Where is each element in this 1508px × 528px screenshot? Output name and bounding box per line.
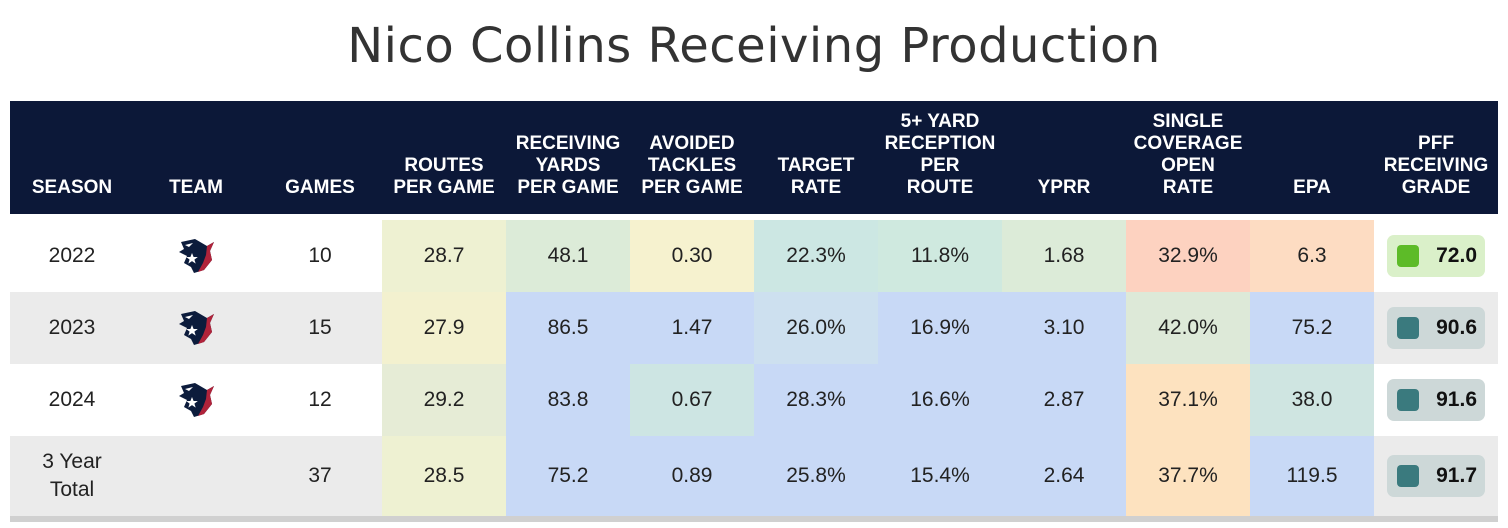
season-cell: 2024 xyxy=(10,364,134,436)
team-cell xyxy=(134,292,258,364)
header-avoided-tackles-per-game: AVOIDED TACKLES PER GAME xyxy=(630,101,754,217)
table-row: 2023 15 27.9 86.5 1.47 26.0% 16.9% 3.10 42.0% 75.… xyxy=(10,292,1498,364)
receiving-yards-per-game-cell: 75.2 xyxy=(506,436,630,516)
header-games: GAMES xyxy=(258,101,382,217)
yprr-cell: 2.87 xyxy=(1002,364,1126,436)
receiving-stats-table: SEASON TEAM GAMES ROUTES PER GAME RECEIV… xyxy=(10,101,1498,516)
header-pff-receiving-grade: PFF RECEIVING GRADE xyxy=(1374,101,1498,217)
header-yprr: YPRR xyxy=(1002,101,1126,217)
houston-texans-logo-icon xyxy=(179,311,214,345)
houston-texans-logo-icon xyxy=(179,239,214,273)
routes-per-game-cell: 28.5 xyxy=(382,436,506,516)
receiving-yards-per-game-cell: 48.1 xyxy=(506,217,630,292)
season-cell: 2022 xyxy=(10,217,134,292)
grade-badge: 72.0 xyxy=(1387,235,1485,277)
routes-per-game-cell: 28.7 xyxy=(382,217,506,292)
epa-cell: 119.5 xyxy=(1250,436,1374,516)
target-rate-cell: 28.3% xyxy=(754,364,878,436)
season-cell: 3 Year Total xyxy=(10,436,134,516)
header-epa: EPA xyxy=(1250,101,1374,217)
page-title: Nico Collins Receiving Production xyxy=(347,18,1161,74)
grade-color-square-icon xyxy=(1397,245,1419,267)
five-yard-reception-per-route-cell: 15.4% xyxy=(878,436,1002,516)
receiving-yards-per-game-cell: 86.5 xyxy=(506,292,630,364)
pff-grade-cell: 90.6 xyxy=(1374,292,1498,364)
epa-cell: 6.3 xyxy=(1250,217,1374,292)
pff-grade-cell: 72.0 xyxy=(1374,217,1498,292)
yprr-cell: 3.10 xyxy=(1002,292,1126,364)
avoided-tackles-per-game-cell: 1.47 xyxy=(630,292,754,364)
header-row: SEASON TEAM GAMES ROUTES PER GAME RECEIV… xyxy=(10,101,1498,217)
header-receiving-yards-per-game: RECEIVING YARDS PER GAME xyxy=(506,101,630,217)
five-yard-reception-per-route-cell: 16.6% xyxy=(878,364,1002,436)
avoided-tackles-per-game-cell: 0.89 xyxy=(630,436,754,516)
avoided-tackles-per-game-cell: 0.67 xyxy=(630,364,754,436)
team-cell xyxy=(134,217,258,292)
epa-cell: 75.2 xyxy=(1250,292,1374,364)
grade-color-square-icon xyxy=(1397,317,1419,339)
five-yard-reception-per-route-cell: 16.9% xyxy=(878,292,1002,364)
table-row: 3 Year Total 37 28.5 75.2 0.89 25.8% 15.4% 2.64… xyxy=(10,436,1498,516)
grade-value: 72.0 xyxy=(1436,244,1477,267)
games-cell: 12 xyxy=(258,364,382,436)
grade-badge: 91.6 xyxy=(1387,379,1485,421)
grade-value: 91.6 xyxy=(1436,388,1477,411)
header-single-coverage-open-rate: SINGLE COVERAGE OPEN RATE xyxy=(1126,101,1250,217)
games-cell: 15 xyxy=(258,292,382,364)
target-rate-cell: 22.3% xyxy=(754,217,878,292)
games-cell: 10 xyxy=(258,217,382,292)
routes-per-game-cell: 29.2 xyxy=(382,364,506,436)
target-rate-cell: 26.0% xyxy=(754,292,878,364)
single-coverage-open-rate-cell: 37.1% xyxy=(1126,364,1250,436)
grade-badge: 90.6 xyxy=(1387,307,1485,349)
target-rate-cell: 25.8% xyxy=(754,436,878,516)
grade-color-square-icon xyxy=(1397,389,1419,411)
team-cell xyxy=(134,436,258,516)
header-season: SEASON xyxy=(10,101,134,217)
header-routes-per-game: ROUTES PER GAME xyxy=(382,101,506,217)
games-cell: 37 xyxy=(258,436,382,516)
receiving-yards-per-game-cell: 83.8 xyxy=(506,364,630,436)
grade-color-square-icon xyxy=(1397,465,1419,487)
single-coverage-open-rate-cell: 32.9% xyxy=(1126,217,1250,292)
single-coverage-open-rate-cell: 42.0% xyxy=(1126,292,1250,364)
pff-grade-cell: 91.6 xyxy=(1374,364,1498,436)
table-row: 2024 12 29.2 83.8 0.67 28.3% 16.6% 2.87 37.1% 38.… xyxy=(10,364,1498,436)
houston-texans-logo-icon xyxy=(179,383,214,417)
grade-value: 90.6 xyxy=(1436,316,1477,339)
single-coverage-open-rate-cell: 37.7% xyxy=(1126,436,1250,516)
five-yard-reception-per-route-cell: 11.8% xyxy=(878,217,1002,292)
season-cell: 2023 xyxy=(10,292,134,364)
grade-badge: 91.7 xyxy=(1387,455,1485,497)
header-five-yard-reception-per-route: 5+ YARD RECEPTION PER ROUTE xyxy=(878,101,1002,217)
grade-value: 91.7 xyxy=(1436,464,1477,487)
routes-per-game-cell: 27.9 xyxy=(382,292,506,364)
table-bottom-border xyxy=(10,516,1498,522)
table-row: 2022 10 28.7 48.1 0.30 22.3% 11.8% 1.68 32.9% 6.3… xyxy=(10,217,1498,292)
avoided-tackles-per-game-cell: 0.30 xyxy=(630,217,754,292)
epa-cell: 38.0 xyxy=(1250,364,1374,436)
yprr-cell: 1.68 xyxy=(1002,217,1126,292)
header-target-rate: TARGET RATE xyxy=(754,101,878,217)
header-team: TEAM xyxy=(134,101,258,217)
pff-grade-cell: 91.7 xyxy=(1374,436,1498,516)
yprr-cell: 2.64 xyxy=(1002,436,1126,516)
team-cell xyxy=(134,364,258,436)
